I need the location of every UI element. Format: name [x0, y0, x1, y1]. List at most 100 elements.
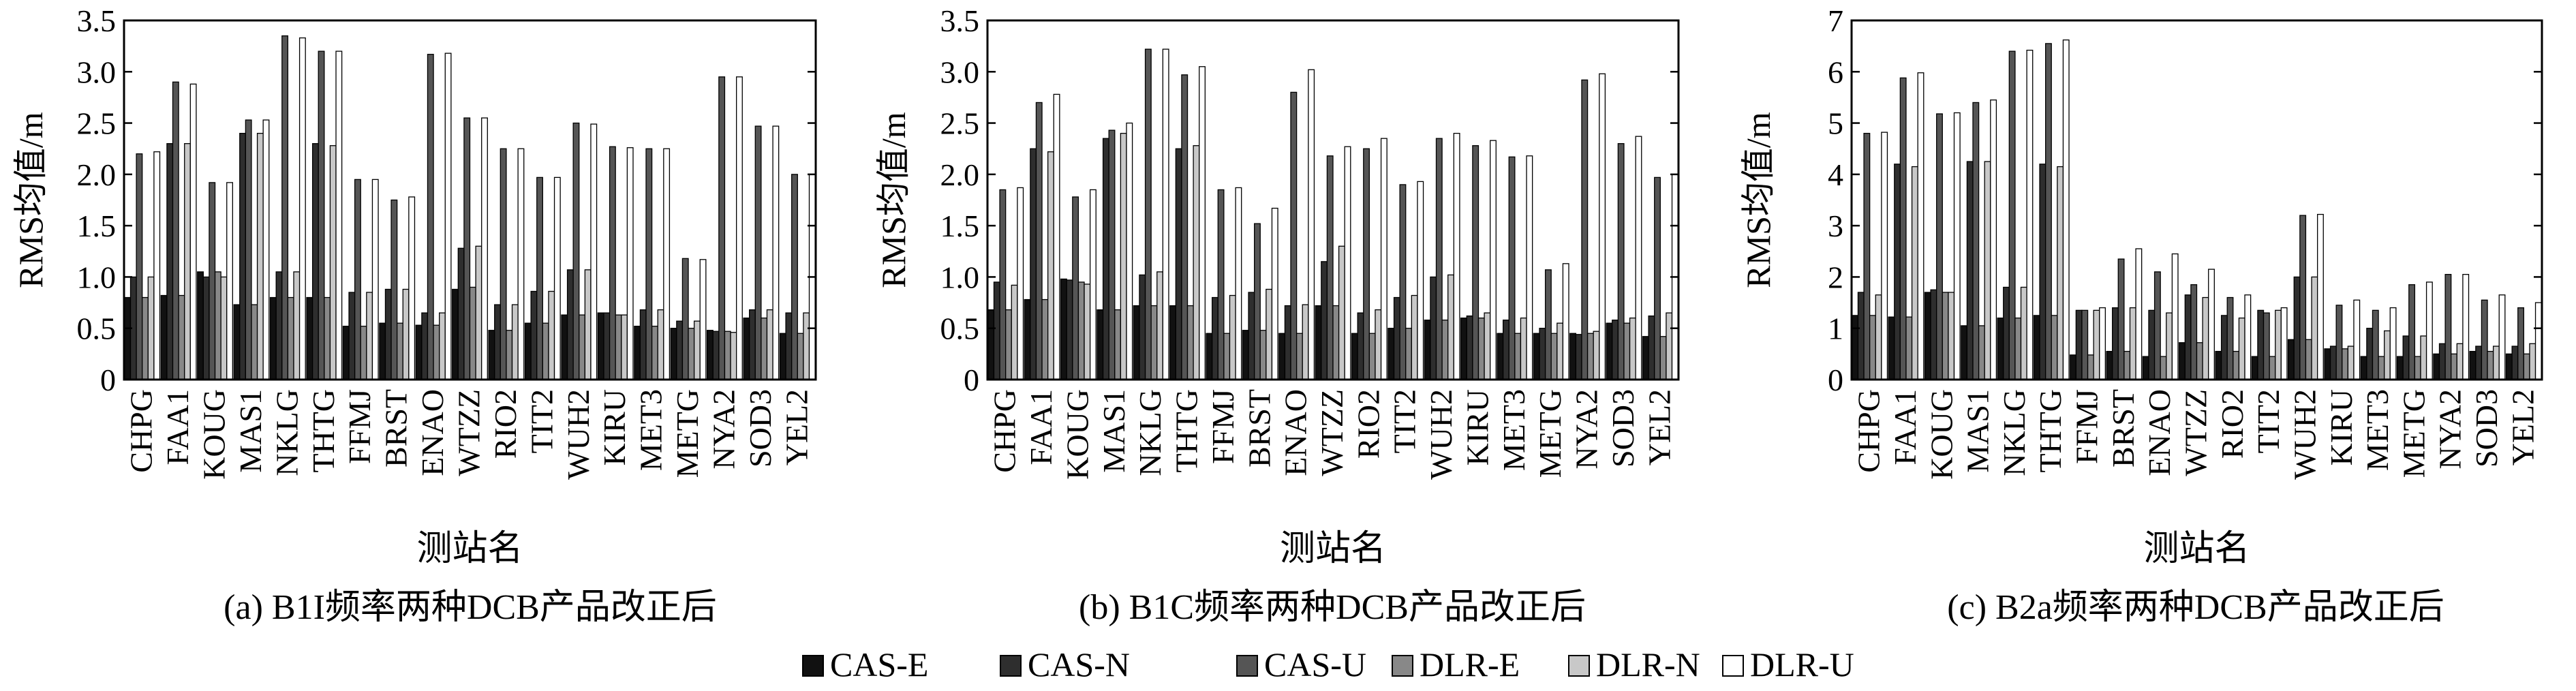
bar-cas-u-tit2 — [536, 176, 543, 380]
y-tick-label: 2.0 — [940, 157, 980, 192]
bar-cas-n-nya2 — [1575, 334, 1582, 380]
chart-panel-3: 0 1 2 3 4 5 6 7 CHPG FAA1 KOUG MAS1 NKLG THTG FFMJ BRST… — [1739, 3, 2543, 627]
bar-cas-e-met3 — [634, 326, 641, 380]
bar-dlr-n-metg — [2420, 335, 2427, 380]
bar-cas-u-met3 — [1508, 156, 1516, 380]
x-tick-label: KIRU — [1460, 389, 1494, 465]
x-tick-label: BRST — [379, 389, 414, 467]
bar-dlr-e-nklg — [287, 296, 294, 380]
bar-cas-e-faa1 — [160, 294, 168, 380]
bar-cas-n-wtzz — [457, 247, 465, 380]
bar-cas-e-tit2 — [1387, 328, 1395, 380]
bar-dlr-n-wuh2 — [584, 269, 592, 380]
bar-dlr-u-nya2 — [2462, 274, 2470, 380]
bar-dlr-n-ffmj — [1229, 294, 1236, 380]
plot-frame — [123, 19, 817, 381]
bar-dlr-n-thtg — [2057, 166, 2064, 380]
x-tick-label: METG — [1533, 389, 1567, 478]
bar-cas-e-wtzz — [1315, 305, 1322, 380]
bar-cas-e-ffmj — [342, 326, 350, 380]
bar-dlr-e-nklg — [1150, 305, 1158, 380]
y-axis-label: RMS均值/m — [1739, 112, 1777, 288]
bar-dlr-u-wuh2 — [2316, 213, 2324, 380]
x-tick-label: FFMJ — [342, 389, 377, 464]
x-tick-label: ENAO — [2142, 389, 2177, 476]
legend-swatch-cas-e — [802, 655, 824, 677]
bars — [124, 35, 816, 380]
bar-dlr-e-nklg — [2014, 318, 2022, 380]
bar-cas-u-chpg — [999, 189, 1007, 380]
bar-dlr-n-nya2 — [2456, 343, 2464, 380]
bar-cas-u-mas1 — [245, 119, 252, 380]
bar-dlr-u-wuh2 — [1453, 132, 1460, 380]
bar-cas-n-chpg — [993, 281, 1000, 380]
bar-cas-n-wuh2 — [566, 269, 574, 380]
bar-cas-e-wtzz — [2179, 342, 2186, 380]
bar-cas-u-yel2 — [2517, 307, 2524, 380]
bar-cas-u-ffmj — [2081, 309, 2089, 380]
x-tick-label: NYA2 — [1569, 389, 1604, 470]
bar-cas-u-ffmj — [1217, 189, 1225, 380]
bar-dlr-e-brst — [397, 322, 403, 380]
x-tick-label: SOD3 — [2469, 389, 2504, 467]
x-tick-label: TIT2 — [1387, 389, 1422, 454]
bar-cas-n-koug — [202, 276, 210, 380]
bar-dlr-u-brst — [1271, 207, 1278, 380]
bars — [987, 48, 1678, 380]
bar-dlr-e-yel2 — [797, 333, 804, 380]
x-tick-label: NYA2 — [2433, 389, 2468, 470]
bar-dlr-e-mas1 — [1978, 325, 1985, 380]
bar-cas-u-wuh2 — [572, 122, 580, 380]
bar-cas-n-ffmj — [2075, 309, 2083, 380]
x-tick-label: KOUG — [197, 389, 232, 480]
bar-cas-u-nklg — [2008, 50, 2016, 380]
y-tick-label: 2.5 — [77, 106, 117, 141]
bar-cas-e-met3 — [1497, 333, 1504, 380]
x-tick-label: KIRU — [597, 389, 632, 465]
chart-panel-2: 0 0.5 1.0 1.5 2.0 2.5 3.0 3.5 CHPG FAA1 KOUG MAS1 NK… — [874, 3, 1680, 627]
bar-dlr-n-tit2 — [548, 290, 555, 380]
bar-cas-u-met3 — [645, 148, 653, 380]
x-tick-label: YEL2 — [779, 389, 814, 465]
bar-cas-n-faa1 — [1894, 164, 1901, 380]
bar-dlr-u-ffmj — [371, 179, 379, 380]
bar-dlr-n-faa1 — [1047, 151, 1054, 380]
bar-cas-u-wtzz — [2190, 284, 2198, 380]
bar-dlr-e-nya2 — [2451, 353, 2457, 380]
bar-cas-n-enao — [1284, 305, 1291, 380]
bar-dlr-e-koug — [1942, 292, 1949, 380]
bar-dlr-u-chpg — [1017, 187, 1024, 380]
bar-dlr-u-enao — [2171, 253, 2179, 380]
bar-dlr-n-mas1 — [256, 132, 264, 380]
bar-dlr-u-mas1 — [1990, 99, 1997, 380]
bar-cas-e-chpg — [987, 309, 995, 380]
y-tick-label: 4 — [1828, 157, 1843, 192]
bar-cas-n-thtg — [2039, 164, 2046, 380]
bar-dlr-n-kiru — [621, 314, 628, 380]
bar-cas-u-rio2 — [500, 148, 507, 380]
bar-dlr-e-chpg — [142, 296, 149, 380]
panel-caption: (b) B1C频率两种DCB产品改正后 — [1079, 588, 1586, 627]
bar-dlr-n-ffmj — [366, 292, 373, 380]
bar-dlr-n-faa1 — [1911, 166, 1918, 380]
chart-panel-1: 0 0.5 1.0 1.5 2.0 2.5 3.0 3.5 CHPG FAA1 KOUG MAS1 NK… — [12, 3, 817, 627]
bar-cas-u-kiru — [2335, 305, 2343, 380]
x-axis-label: 测站名 — [1280, 529, 1386, 568]
bar-cas-u-mas1 — [1972, 102, 1980, 380]
legend-swatch-cas-u — [1236, 655, 1258, 677]
bar-cas-n-met3 — [1502, 320, 1509, 380]
bar-cas-e-metg — [1533, 333, 1540, 380]
bar-dlr-e-yel2 — [1659, 336, 1667, 380]
bar-cas-e-faa1 — [1024, 298, 1031, 380]
bar-cas-u-faa1 — [172, 81, 179, 380]
bar-cas-n-thtg — [1175, 148, 1182, 380]
x-tick-label: YEL2 — [2505, 389, 2540, 465]
bar-dlr-n-wtzz — [2202, 296, 2209, 380]
bar-dlr-n-nklg — [2020, 286, 2027, 380]
bar-cas-e-met3 — [2360, 356, 2367, 380]
bar-cas-e-koug — [1060, 278, 1067, 380]
bar-cas-n-ffmj — [1212, 296, 1218, 380]
bar-cas-n-wuh2 — [1430, 276, 1437, 380]
legend: CAS-E CAS-N CAS-U DLR-E DLR-N DLR-U — [802, 645, 1854, 684]
bar-dlr-u-faa1 — [1053, 93, 1060, 380]
